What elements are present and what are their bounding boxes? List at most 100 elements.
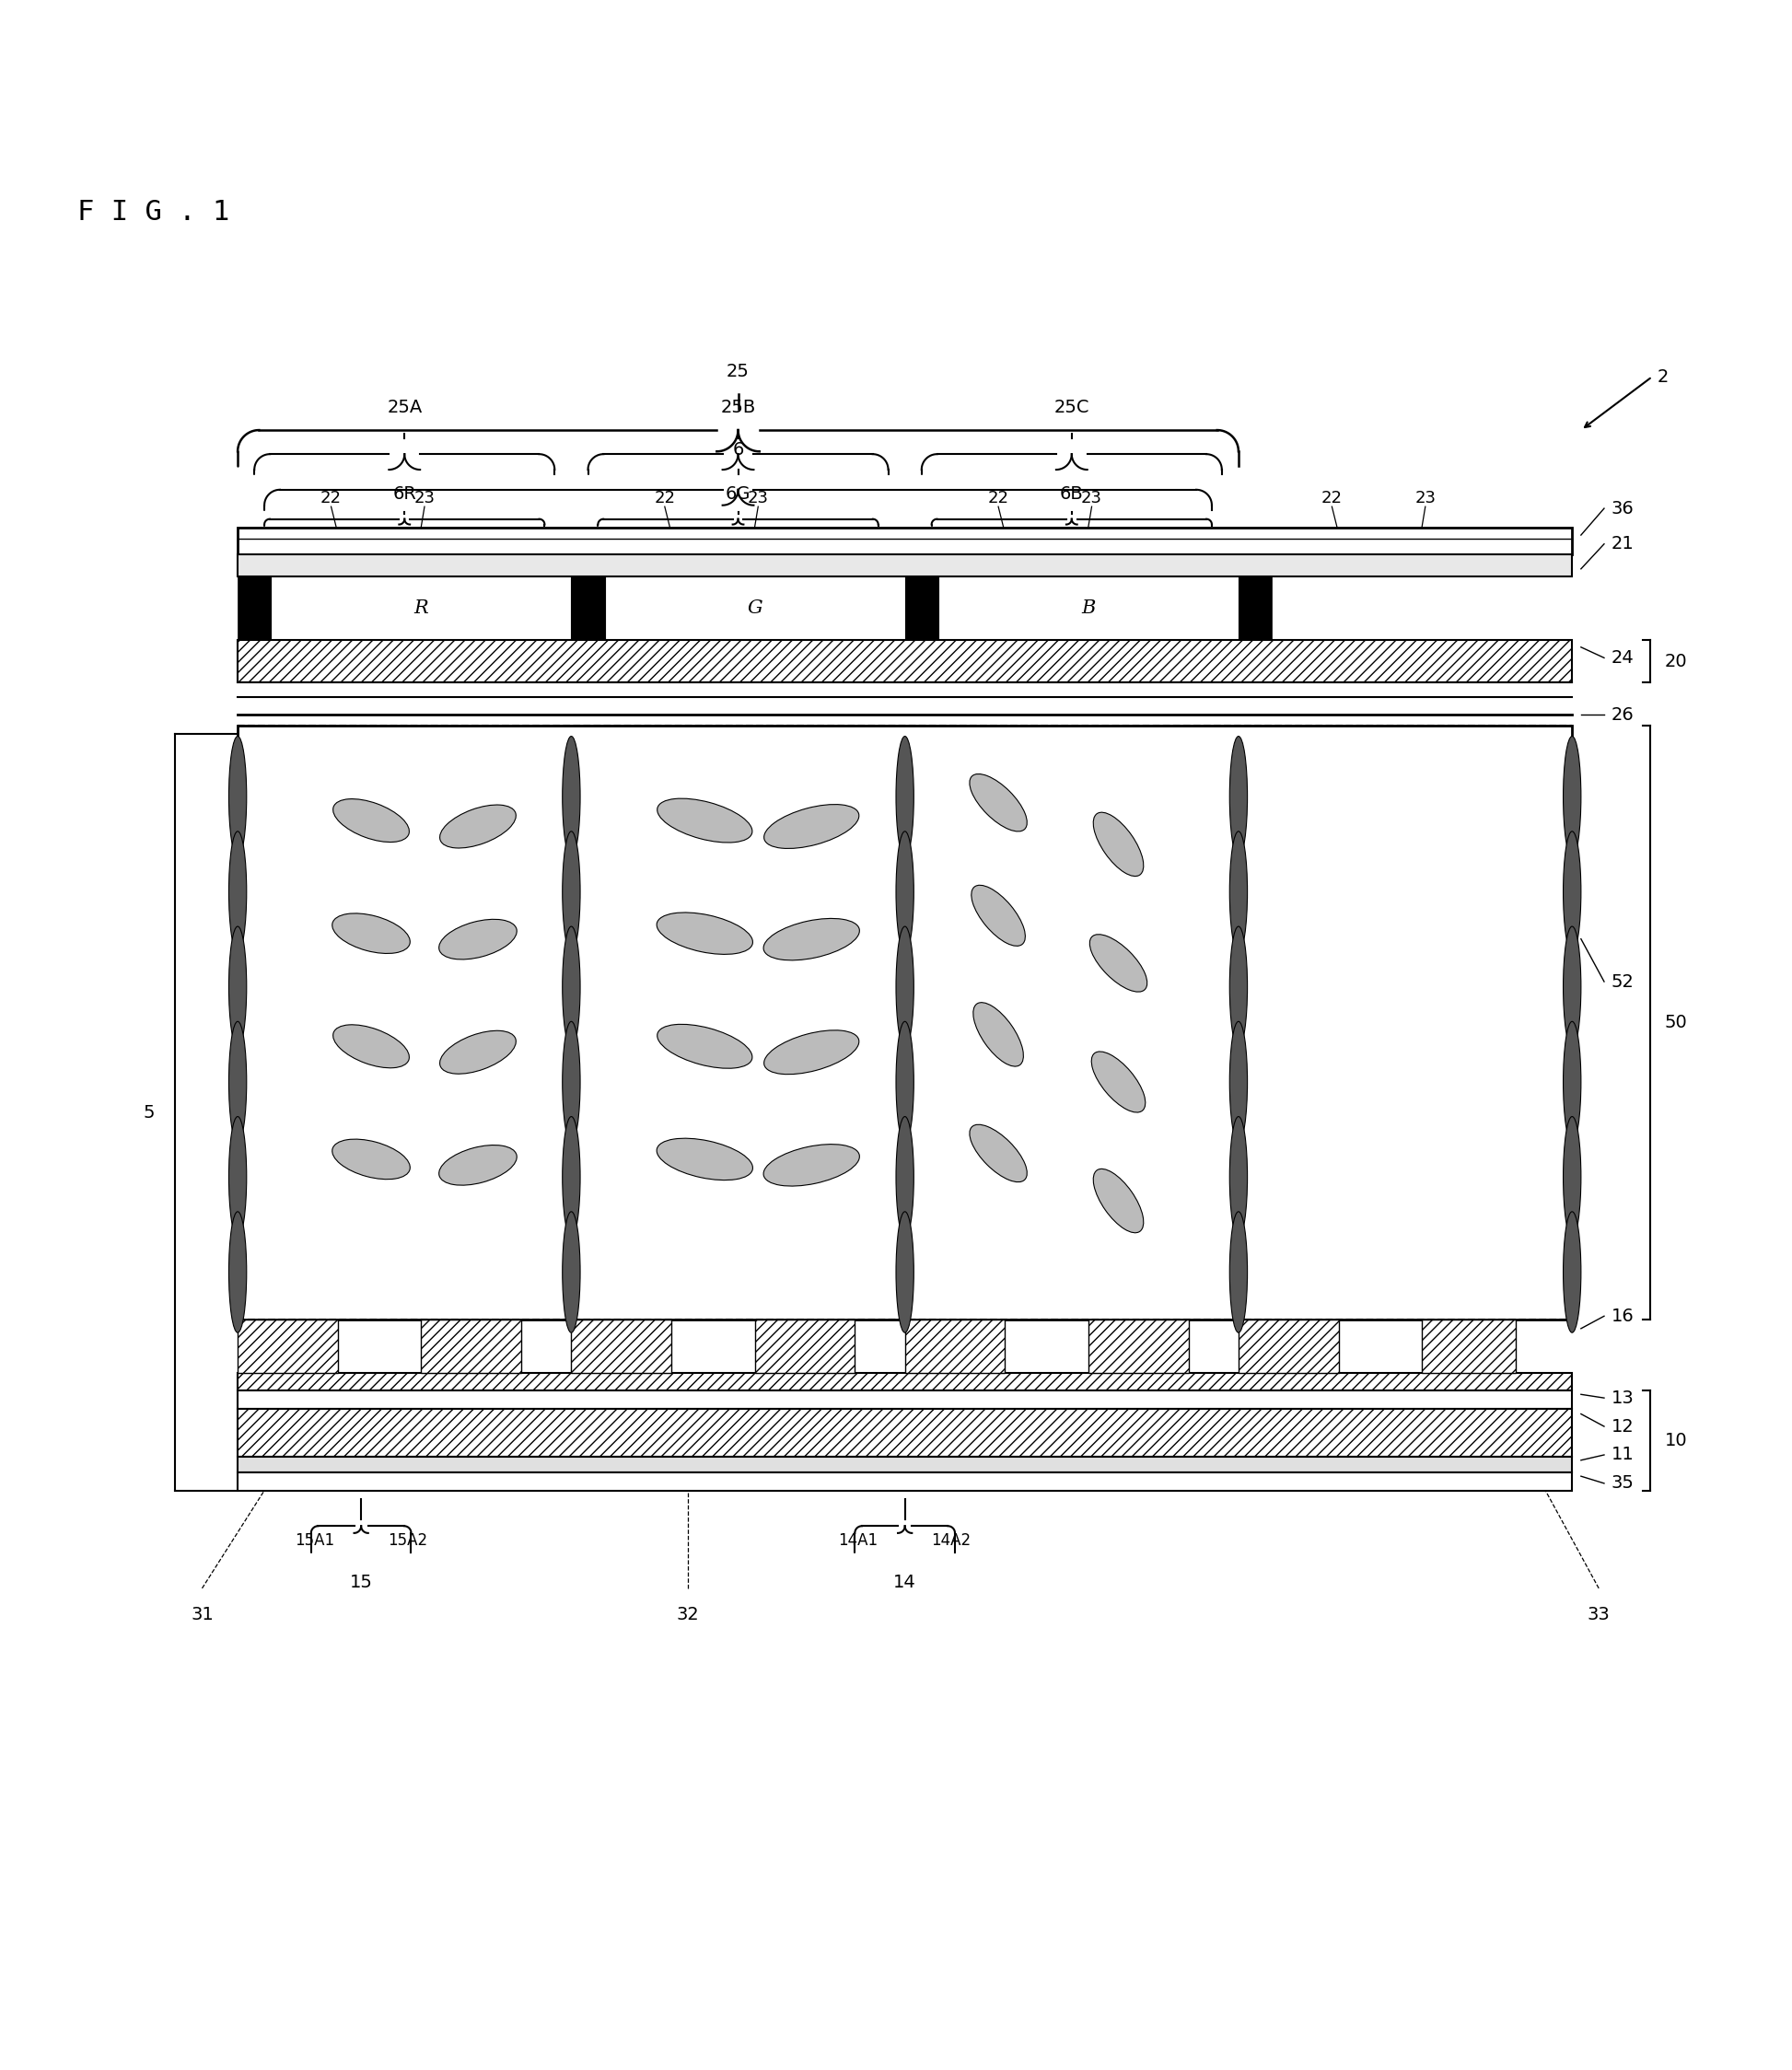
Ellipse shape <box>439 1145 516 1186</box>
Ellipse shape <box>1563 1021 1581 1143</box>
Ellipse shape <box>969 1124 1027 1182</box>
Text: 26: 26 <box>1611 706 1634 724</box>
Ellipse shape <box>656 1138 753 1180</box>
Ellipse shape <box>439 919 516 958</box>
Bar <box>1238 575 1272 640</box>
Text: 32: 32 <box>677 1606 699 1623</box>
Ellipse shape <box>563 1116 581 1238</box>
Ellipse shape <box>1563 927 1581 1047</box>
Ellipse shape <box>971 886 1025 946</box>
Ellipse shape <box>333 1025 409 1068</box>
Ellipse shape <box>1229 737 1247 857</box>
Ellipse shape <box>1091 1052 1145 1112</box>
Text: 25B: 25B <box>720 397 756 416</box>
Ellipse shape <box>1229 1116 1247 1238</box>
Bar <box>572 575 604 640</box>
Ellipse shape <box>229 1116 247 1238</box>
Bar <box>238 555 1572 575</box>
Text: 22: 22 <box>654 491 676 507</box>
Text: 14: 14 <box>894 1573 916 1592</box>
Ellipse shape <box>1229 832 1247 952</box>
Ellipse shape <box>1563 832 1581 952</box>
Ellipse shape <box>1563 1211 1581 1333</box>
Text: 15A1: 15A1 <box>296 1532 335 1548</box>
Text: 22: 22 <box>321 491 342 507</box>
Bar <box>238 1408 1572 1457</box>
Bar <box>1423 1321 1516 1372</box>
Bar <box>238 575 271 640</box>
Bar <box>271 575 572 640</box>
Text: R: R <box>414 598 428 617</box>
Text: F I G . 1: F I G . 1 <box>77 199 229 226</box>
Text: G: G <box>747 598 762 617</box>
Ellipse shape <box>973 1002 1023 1066</box>
Text: 33: 33 <box>1588 1606 1611 1623</box>
Text: 50: 50 <box>1665 1014 1688 1031</box>
Text: 14A1: 14A1 <box>839 1532 878 1548</box>
Ellipse shape <box>439 805 516 849</box>
Bar <box>238 1321 337 1372</box>
Text: 23: 23 <box>414 491 435 507</box>
Text: 52: 52 <box>1611 973 1634 989</box>
Text: 16: 16 <box>1611 1308 1634 1325</box>
Ellipse shape <box>1229 1021 1247 1143</box>
Text: 6R: 6R <box>392 486 416 503</box>
Ellipse shape <box>896 1021 914 1143</box>
Ellipse shape <box>229 832 247 952</box>
Bar <box>238 1457 1572 1472</box>
Ellipse shape <box>1229 927 1247 1047</box>
Ellipse shape <box>563 1021 581 1143</box>
Ellipse shape <box>333 799 409 842</box>
Bar <box>238 640 1572 683</box>
Ellipse shape <box>763 919 860 960</box>
Text: 25: 25 <box>726 362 749 381</box>
Bar <box>1238 1321 1339 1372</box>
Ellipse shape <box>1229 1211 1247 1333</box>
Ellipse shape <box>332 913 410 954</box>
Text: 23: 23 <box>1081 491 1102 507</box>
Bar <box>238 724 1572 1321</box>
Bar <box>905 575 939 640</box>
Bar <box>754 1321 855 1372</box>
Bar <box>238 1372 1572 1391</box>
Text: 14A2: 14A2 <box>932 1532 971 1548</box>
Ellipse shape <box>229 1021 247 1143</box>
Ellipse shape <box>563 832 581 952</box>
Text: 10: 10 <box>1665 1432 1688 1449</box>
Bar <box>905 1321 1005 1372</box>
Ellipse shape <box>1090 934 1147 992</box>
Text: 22: 22 <box>1321 491 1342 507</box>
Ellipse shape <box>563 737 581 857</box>
Text: 6: 6 <box>733 441 744 460</box>
Ellipse shape <box>896 927 914 1047</box>
Text: 13: 13 <box>1611 1389 1634 1408</box>
Bar <box>421 1321 521 1372</box>
Text: 15: 15 <box>349 1573 373 1592</box>
Ellipse shape <box>1563 737 1581 857</box>
Bar <box>238 1391 1572 1408</box>
Ellipse shape <box>896 832 914 952</box>
Ellipse shape <box>896 737 914 857</box>
Ellipse shape <box>969 774 1027 832</box>
Text: 25C: 25C <box>1054 397 1090 416</box>
Ellipse shape <box>563 927 581 1047</box>
Text: 6G: 6G <box>726 486 751 503</box>
Text: 12: 12 <box>1611 1418 1634 1435</box>
Ellipse shape <box>229 1211 247 1333</box>
Bar <box>238 528 1572 555</box>
Text: 35: 35 <box>1611 1474 1634 1492</box>
Text: 21: 21 <box>1611 536 1634 553</box>
Ellipse shape <box>896 1211 914 1333</box>
Ellipse shape <box>656 913 753 954</box>
Text: 20: 20 <box>1665 652 1688 671</box>
Ellipse shape <box>763 1145 860 1186</box>
Bar <box>1088 1321 1188 1372</box>
Ellipse shape <box>229 737 247 857</box>
Ellipse shape <box>896 1116 914 1238</box>
Ellipse shape <box>763 1031 858 1074</box>
Text: 23: 23 <box>747 491 769 507</box>
Bar <box>604 575 905 640</box>
Ellipse shape <box>563 1211 581 1333</box>
Ellipse shape <box>763 805 858 849</box>
Ellipse shape <box>1563 1116 1581 1238</box>
